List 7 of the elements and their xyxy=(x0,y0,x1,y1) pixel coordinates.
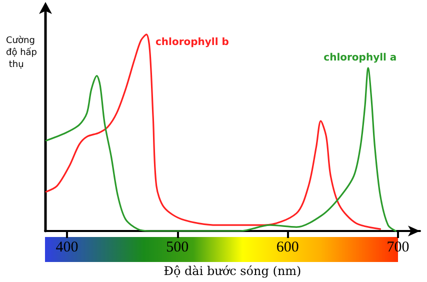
y-axis-title: Cường độ hấp thụ xyxy=(6,35,38,70)
x-tick-label: 500 xyxy=(166,240,189,256)
series-label: chlorophyll a xyxy=(324,52,397,64)
x-tick-label: 400 xyxy=(56,240,78,256)
x-axis-title: Độ dài bước sóng (nm) xyxy=(164,264,302,278)
x-tick-label: 600 xyxy=(276,240,299,256)
series-label: chlorophyll b xyxy=(155,36,229,48)
